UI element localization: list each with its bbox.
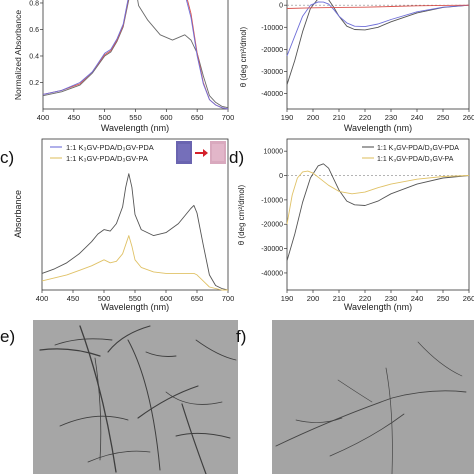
x-tick-label: 200 [307,113,320,122]
x-tick-label: 450 [68,113,81,122]
panel-d-marks: 190 200 210 220 230 240 250 260 10000 0 -10000 -200… [261,149,474,303]
series-line-1 [42,0,229,109]
series-line-3 [286,4,470,9]
y-tick-label: -10000 [261,197,283,204]
x-tick-label: 220 [359,113,372,122]
x-tick-label: 450 [67,294,80,303]
panel-c-xlabel: Wavelength (nm) [101,302,169,312]
x-tick-label: 190 [281,294,294,303]
series-line-1 [286,0,470,85]
y-tick-label: -30000 [261,246,283,253]
panel-b: 190 200 210 220 230 240 250 260 0 -10000 -20000 -30… [239,0,474,133]
y-tick-label: -40000 [261,270,283,277]
x-tick-label: 600 [160,113,173,122]
panel-f-label: f) [236,327,246,346]
panel-a-frame [42,0,229,110]
x-tick-label: 240 [411,294,424,303]
panel-d-ylabel: θ (deg cm²/dmol) [237,184,246,245]
panel-e-label: e) [0,327,15,346]
x-tick-label: 210 [333,294,346,303]
panel-b-marks: 190 200 210 220 230 240 250 260 0 -10000 -20000 -30… [261,0,474,122]
series-line-2 [286,1,470,57]
x-tick-label: 190 [281,113,294,122]
series-line-2 [41,235,228,291]
y-tick-label: 0.4 [29,53,39,60]
x-tick-label: 400 [37,113,50,122]
x-tick-label: 230 [385,294,398,303]
x-tick-label: 200 [307,294,320,303]
x-tick-label: 220 [359,294,372,303]
arrow-icon [195,149,208,157]
legend-label-pda: 1:1 K₃GV-PDA/D₃GV-PDA [66,143,154,152]
panel-d-label: d) [229,148,244,167]
x-tick-label: 700 [222,113,235,122]
x-tick-label: 230 [385,113,398,122]
x-tick-label: 550 [129,113,142,122]
tem-fibers-e [39,325,237,474]
color-change-inset [176,141,226,164]
y-tick-label: 0.2 [29,80,39,87]
x-tick-label: 240 [411,113,424,122]
x-tick-label: 250 [437,294,450,303]
y-tick-label: 0.8 [29,0,39,7]
panel-b-xlabel: Wavelength (nm) [344,123,412,133]
panel-c-label: c) [0,148,14,167]
panel-b-frame [286,0,470,110]
panel-b-ylabel: θ (deg cm²/dmol) [239,26,248,87]
y-tick-label: 0 [279,173,283,180]
x-tick-label: 250 [437,113,450,122]
y-tick-label: -20000 [261,222,283,229]
panel-c: c) 400 450 500 550 600 650 700 1:1 K₃GV-PDA/D₃… [0,138,235,312]
panel-c-ylabel: Absorbance [13,190,23,238]
x-tick-label: 500 [98,113,111,122]
panel-a-xlabel: Wavelength (nm) [101,123,169,133]
x-tick-label: 260 [463,294,474,303]
y-tick-label: -40000 [261,91,283,98]
x-tick-label: 650 [191,294,204,303]
panel-a: 400 450 500 550 600 650 700 0.2 0.4 0.6 0.8 Wavele… [13,0,234,133]
y-tick-label: 10000 [264,149,284,156]
panel-d: d) 190 200 210 220 230 240 250 260 10000 0 -10000 -… [229,138,474,312]
tem-image-f [272,320,474,474]
panel-d-xlabel: Wavelength (nm) [344,302,412,312]
legend-label-pda: 1:1 K₃GV-PDA/D₃GV-PDA [377,145,459,152]
y-tick-label: -10000 [261,25,283,32]
y-tick-label: 0 [279,3,283,10]
x-tick-label: 210 [333,113,346,122]
panel-f: f) [236,320,474,474]
panel-c-marks: 400 450 500 550 600 650 700 [36,173,235,303]
x-tick-label: 400 [36,294,49,303]
tem-fibers-f [275,341,467,474]
panel-c-legend: 1:1 K₃GV-PDA/D₃GV-PDA 1:1 K₃GV-PDA/D₃GV-… [50,143,154,163]
panel-a-marks: 400 450 500 550 600 650 700 0.2 0.4 0.6 0.8 [29,0,234,122]
panel-a-ylabel: Normalized Absorbance [13,10,23,101]
x-tick-label: 550 [129,294,142,303]
legend-label-pa: 1:1 K₃GV-PDA/D₃GV-PA [377,156,454,163]
x-tick-label: 260 [463,113,474,122]
legend-label-pa: 1:1 K₃GV-PDA/D₃GV-PA [66,154,148,163]
series-line-2 [286,170,470,225]
x-tick-label: 650 [191,113,204,122]
y-tick-label: -20000 [261,47,283,54]
x-tick-label: 700 [222,294,235,303]
panel-e: e) [0,320,238,474]
x-tick-label: 600 [160,294,173,303]
series-line-1 [286,163,470,261]
y-tick-label: -30000 [261,69,283,76]
panel-d-frame [286,138,470,291]
series-line-1 [41,173,229,291]
series-line-3 [42,0,229,110]
panel-d-legend: 1:1 K₃GV-PDA/D₃GV-PDA 1:1 K₃GV-PDA/D₃GV-… [362,145,459,163]
y-tick-label: 0.6 [29,27,39,34]
x-tick-label: 500 [98,294,111,303]
series-line-2 [42,0,229,110]
